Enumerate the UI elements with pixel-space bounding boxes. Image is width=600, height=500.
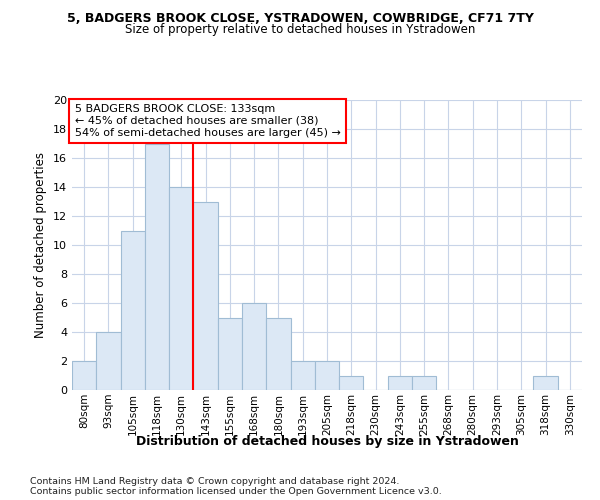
Bar bbox=[242, 303, 266, 390]
Text: Contains HM Land Registry data © Crown copyright and database right 2024.: Contains HM Land Registry data © Crown c… bbox=[30, 478, 400, 486]
Bar bbox=[169, 187, 193, 390]
Bar bbox=[96, 332, 121, 390]
Bar bbox=[339, 376, 364, 390]
Text: Contains public sector information licensed under the Open Government Licence v3: Contains public sector information licen… bbox=[30, 488, 442, 496]
Text: 5 BADGERS BROOK CLOSE: 133sqm
← 45% of detached houses are smaller (38)
54% of s: 5 BADGERS BROOK CLOSE: 133sqm ← 45% of d… bbox=[74, 104, 340, 138]
Bar bbox=[315, 361, 339, 390]
Text: Distribution of detached houses by size in Ystradowen: Distribution of detached houses by size … bbox=[136, 435, 518, 448]
Text: 5, BADGERS BROOK CLOSE, YSTRADOWEN, COWBRIDGE, CF71 7TY: 5, BADGERS BROOK CLOSE, YSTRADOWEN, COWB… bbox=[67, 12, 533, 26]
Bar bbox=[266, 318, 290, 390]
Text: Size of property relative to detached houses in Ystradowen: Size of property relative to detached ho… bbox=[125, 22, 475, 36]
Bar bbox=[533, 376, 558, 390]
Bar bbox=[121, 230, 145, 390]
Bar bbox=[193, 202, 218, 390]
Bar bbox=[72, 361, 96, 390]
Bar bbox=[290, 361, 315, 390]
Y-axis label: Number of detached properties: Number of detached properties bbox=[34, 152, 47, 338]
Bar bbox=[412, 376, 436, 390]
Bar bbox=[388, 376, 412, 390]
Bar bbox=[145, 144, 169, 390]
Bar bbox=[218, 318, 242, 390]
